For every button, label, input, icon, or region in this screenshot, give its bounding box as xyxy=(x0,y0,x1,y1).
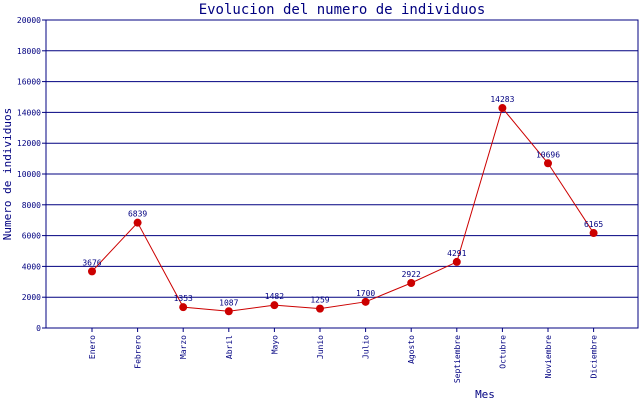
y-tick-label: 10000 xyxy=(17,170,41,179)
chart-title: Evolucion del numero de individuos xyxy=(199,2,486,18)
data-label: 1353 xyxy=(174,294,193,303)
data-label: 1087 xyxy=(219,298,238,307)
data-point xyxy=(589,229,598,238)
x-tick-label: Febrero xyxy=(134,335,143,369)
y-tick-label: 16000 xyxy=(17,78,41,87)
y-tick-label: 4000 xyxy=(22,262,41,271)
y-tick-label: 2000 xyxy=(22,293,41,302)
data-label: 1700 xyxy=(356,289,375,298)
y-tick-label: 8000 xyxy=(22,201,41,210)
x-tick-label: Agosto xyxy=(407,335,416,364)
y-tick-label: 18000 xyxy=(17,47,41,56)
data-label: 14283 xyxy=(490,95,514,104)
x-axis-title: Mes xyxy=(475,388,495,400)
data-label: 1482 xyxy=(265,292,284,301)
data-point xyxy=(407,279,416,288)
data-point xyxy=(179,303,188,312)
data-label: 6839 xyxy=(128,210,147,219)
x-tick-label: Diciembre xyxy=(590,335,599,379)
data-point xyxy=(544,159,552,168)
x-tick-label: Enero xyxy=(88,335,97,359)
data-point xyxy=(498,104,507,113)
x-tick-label: Octubre xyxy=(498,335,507,369)
data-point xyxy=(361,297,370,306)
x-tick-label: Noviembre xyxy=(544,335,553,379)
y-axis-title: Numero de individuos xyxy=(1,108,14,240)
axis-layer: 0 2000 4000 6000 8000 10000 12000 14000 16000 180… xyxy=(17,16,599,383)
data-label: 6165 xyxy=(584,220,603,229)
y-tick-label: 12000 xyxy=(17,139,41,148)
series-line xyxy=(91,106,595,312)
x-tick-label: Abril xyxy=(225,335,234,359)
data-label: 3676 xyxy=(82,258,101,267)
data-point xyxy=(88,267,96,276)
series-layer xyxy=(88,104,598,316)
x-tick-label: Junio xyxy=(316,335,325,359)
x-tick-label: Marzo xyxy=(179,335,188,359)
data-point xyxy=(224,307,233,316)
data-label: 4291 xyxy=(447,249,466,258)
grid-layer xyxy=(45,19,639,329)
data-label: 2922 xyxy=(402,270,421,279)
x-tick-label: Septiembre xyxy=(453,335,462,383)
data-point xyxy=(133,218,142,227)
x-tick-label: Julio xyxy=(362,335,371,359)
y-tick-label: 20000 xyxy=(17,16,41,25)
data-point xyxy=(270,301,279,310)
label-layer: 3676 6839 1353 1087 1482 1259 1700 2922 4291 1428… xyxy=(82,95,603,307)
y-tick-label: 6000 xyxy=(22,232,41,241)
y-tick-label: 14000 xyxy=(17,108,41,117)
data-label: 1259 xyxy=(310,296,329,305)
x-tick-label: Mayo xyxy=(270,335,279,354)
data-label: 10696 xyxy=(536,150,560,159)
data-point xyxy=(452,257,461,266)
y-tick-label: 0 xyxy=(36,324,41,333)
data-point xyxy=(316,304,324,313)
